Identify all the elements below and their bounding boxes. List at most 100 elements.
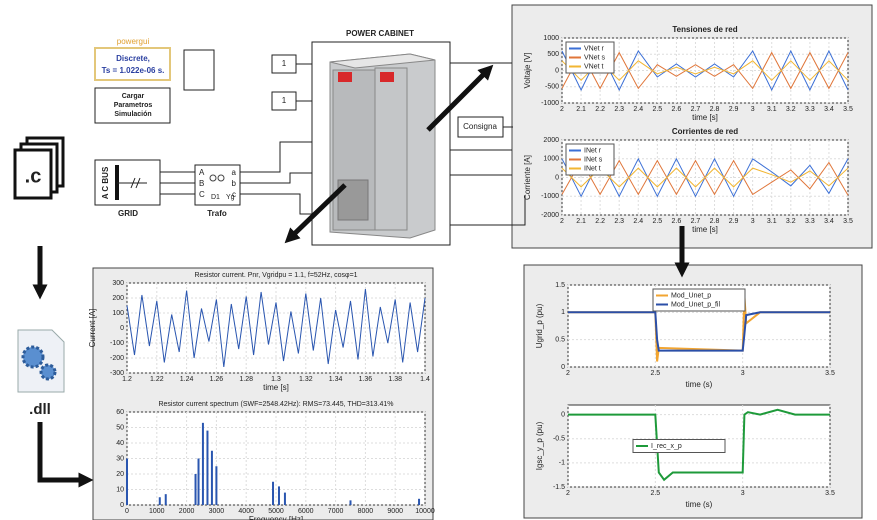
y-tick-label: 30 xyxy=(116,455,124,462)
load-text: Cargar xyxy=(122,93,145,100)
plot-title: Corrientes de red xyxy=(672,127,738,136)
x-tick-label: 1.4 xyxy=(420,376,430,383)
series-line xyxy=(126,288,426,368)
x-tick-label: 0 xyxy=(125,508,129,515)
x-tick-label: 2.6 xyxy=(672,218,682,225)
arrow xyxy=(37,422,94,488)
x-tick-label: 2 xyxy=(560,218,564,225)
y-tick-label: -1000 xyxy=(541,193,559,200)
dll-file-label: .dll xyxy=(29,401,51,418)
y-tick-label: -200 xyxy=(110,355,124,362)
x-tick-label: 9000 xyxy=(387,508,403,515)
x-tick-label: 2 xyxy=(566,370,570,377)
port: c xyxy=(232,190,236,199)
bar xyxy=(197,458,200,505)
x-tick-label: 1.26 xyxy=(210,376,224,383)
y-tick-label: -1000 xyxy=(541,100,559,107)
c-file-label: .c xyxy=(25,165,42,187)
y-tick-label: 100 xyxy=(112,310,124,317)
x-tick-label: 2.5 xyxy=(650,370,660,377)
y-tick-label: -1.5 xyxy=(553,484,565,491)
cabinet-title: POWER CABINET xyxy=(346,29,414,38)
load-text: Parametros xyxy=(114,102,153,109)
legend-label: I_rec_x_p xyxy=(651,443,682,450)
c-file-icon: .c xyxy=(13,136,65,200)
load-text: Simulación xyxy=(114,111,151,118)
x-tick-label: 2.3 xyxy=(614,218,624,225)
powergui-block xyxy=(94,47,171,81)
port: a xyxy=(232,168,237,177)
const-text: 1 xyxy=(282,59,287,68)
y-tick-label: 1 xyxy=(561,309,565,316)
series-line xyxy=(568,311,830,352)
plot-title: Resistor current spectrum (SWF=2548.42Hz… xyxy=(158,401,393,408)
port: B xyxy=(199,179,204,188)
const-text: 1 xyxy=(282,96,287,105)
x-tick-label: 3.3 xyxy=(805,218,815,225)
wire xyxy=(450,62,526,226)
series-line xyxy=(568,408,830,482)
bar xyxy=(206,430,209,505)
x-tick-label: 8000 xyxy=(358,508,374,515)
legend-label: Mod_Unet_p_fil xyxy=(671,301,720,308)
x-tick-label: 2.8 xyxy=(710,218,720,225)
plot-title: Tensiones de red xyxy=(672,25,737,34)
x-tick-label: 7000 xyxy=(328,508,344,515)
legend-label: Mod_Unet_p xyxy=(671,292,711,299)
plot-title: Resistor current. Pnr, Vgridpu = 1.1, f=… xyxy=(194,272,357,279)
y-tick-label: 20 xyxy=(116,471,124,478)
x-tick-label: 2000 xyxy=(179,508,195,515)
consigna-text: Consigna xyxy=(463,122,497,131)
grid-label: GRID xyxy=(118,209,138,218)
legend-label: INet s xyxy=(584,156,603,163)
x-tick-label: 2.1 xyxy=(576,218,586,225)
y-axis-label: Ugrid_p (pu) xyxy=(535,303,544,348)
y-tick-label: 0 xyxy=(120,325,124,332)
series-line xyxy=(561,167,849,188)
bar xyxy=(201,422,204,505)
bar xyxy=(418,498,421,505)
x-axis-label: Frequency [Hz] xyxy=(249,515,303,520)
x-tick-label: 3.3 xyxy=(805,106,815,113)
x-tick-label: 3 xyxy=(741,370,745,377)
x-tick-label: 3.5 xyxy=(825,370,835,377)
bar xyxy=(277,486,280,505)
x-tick-label: 2.4 xyxy=(633,218,643,225)
x-tick-label: 2.5 xyxy=(652,218,662,225)
y-tick-label: -500 xyxy=(545,84,559,91)
x-tick-label: 2.5 xyxy=(652,106,662,113)
trafo-d: D1 xyxy=(211,194,220,201)
bar xyxy=(164,494,167,505)
y-tick-label: 0.5 xyxy=(555,337,565,344)
x-tick-label: 3.5 xyxy=(843,218,853,225)
y-tick-label: 50 xyxy=(116,424,124,431)
x-axis-label: time [s] xyxy=(692,225,718,234)
x-tick-label: 3.1 xyxy=(767,218,777,225)
y-tick-label: 1000 xyxy=(543,156,559,163)
legend-label: INet r xyxy=(584,147,602,154)
port: A xyxy=(199,168,205,177)
y-axis-label: Corriente [A] xyxy=(523,155,532,200)
x-axis-label: time [s] xyxy=(263,383,289,392)
trafo-label: Trafo xyxy=(207,209,227,218)
x-tick-label: 1.36 xyxy=(359,376,373,383)
x-tick-label: 3.1 xyxy=(767,106,777,113)
y-tick-label: 40 xyxy=(116,440,124,447)
bar xyxy=(194,474,197,505)
x-tick-label: 1.32 xyxy=(299,376,313,383)
bar xyxy=(272,481,275,505)
x-axis-label: time [s] xyxy=(692,113,718,122)
y-tick-label: 500 xyxy=(547,51,559,58)
trafo-block xyxy=(194,164,241,206)
x-tick-label: 3.2 xyxy=(786,106,796,113)
y-tick-label: 0 xyxy=(555,67,559,74)
dll-icon: .dll xyxy=(17,329,65,418)
x-tick-label: 2.2 xyxy=(595,218,605,225)
x-tick-label: 3 xyxy=(751,106,755,113)
x-tick-label: 3.4 xyxy=(824,106,834,113)
load-block xyxy=(94,87,171,124)
x-axis-label: time (s) xyxy=(686,500,713,509)
arrow xyxy=(284,183,347,244)
y-tick-label: 0 xyxy=(120,502,124,509)
